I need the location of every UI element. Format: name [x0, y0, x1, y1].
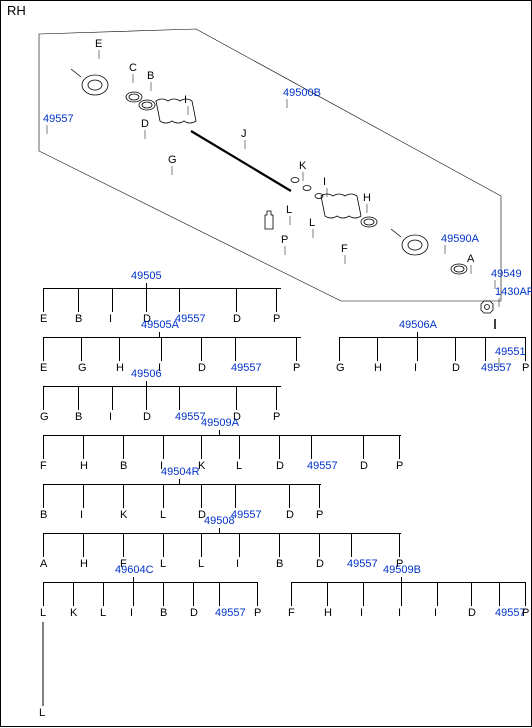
tree-leaf: D — [233, 314, 241, 325]
tree-leaf: P — [273, 412, 280, 423]
tree-leaf: K — [70, 608, 77, 619]
assembly-link[interactable]: 49509B — [383, 565, 421, 576]
assembly-link[interactable]: 49505 — [131, 271, 162, 282]
tree-leaf: F — [288, 608, 295, 619]
tree-leaf: P — [273, 314, 280, 325]
tree-leaf: I — [80, 510, 83, 521]
tree-leaf: B — [120, 461, 127, 472]
part-link[interactable]: 49557 — [231, 510, 262, 521]
tree-leaf: D — [360, 461, 368, 472]
part-letter: L — [309, 218, 315, 229]
part-letter: I — [184, 95, 187, 106]
tree-leaf: I — [414, 363, 417, 374]
tree-leaf: G — [78, 363, 87, 374]
tree-leaf: I — [434, 608, 437, 619]
tree-leaf: B — [75, 314, 82, 325]
tree-leaf: B — [40, 510, 47, 521]
assembly-link[interactable]: 49509A — [201, 418, 239, 429]
assembly-link[interactable]: 49506 — [131, 369, 162, 380]
assembly-link[interactable]: 49506A — [399, 320, 437, 331]
part-link[interactable]: 49557 — [347, 559, 378, 570]
tree-leaf: K — [120, 510, 127, 521]
tree-leaf: B — [75, 412, 82, 423]
tree-leaf: H — [374, 363, 382, 374]
part-letter: C — [129, 63, 137, 74]
tree-leaf: A — [40, 559, 47, 570]
part-letter: G — [168, 155, 177, 166]
tree-leaf: G — [336, 363, 345, 374]
part-link[interactable]: 49549 — [491, 269, 522, 280]
tree-leaf: E — [40, 363, 47, 374]
tree-leaf: D — [286, 510, 294, 521]
tree-leaf: L — [198, 559, 204, 570]
part-letter: B — [147, 71, 154, 82]
tree-leaf: L — [100, 608, 106, 619]
tree-leaf: I — [398, 608, 401, 619]
assembly-link[interactable]: 49504R — [161, 467, 200, 478]
part-letter: K — [299, 161, 306, 172]
assembly-link[interactable]: 49508 — [204, 516, 235, 527]
part-link[interactable]: 49557 — [43, 114, 74, 125]
tree-leaf: H — [80, 559, 88, 570]
tree-leaf: I — [109, 412, 112, 423]
part-letter: J — [241, 129, 247, 140]
part-letter: E — [95, 39, 102, 50]
tree-leaf: D — [190, 608, 198, 619]
part-letter: H — [363, 193, 371, 204]
tree-leaf: D — [143, 412, 151, 423]
part-link[interactable]: 1430AR — [495, 287, 532, 298]
part-link[interactable]: 49557 — [481, 363, 512, 374]
part-link[interactable]: 49551 — [495, 347, 526, 358]
tree-leaf: B — [276, 559, 283, 570]
tree-leaf: P — [522, 608, 529, 619]
part-letter: F — [341, 244, 348, 255]
tree-leaf: H — [324, 608, 332, 619]
part-link[interactable]: 49557 — [175, 314, 206, 325]
tree-leaf: L — [236, 461, 242, 472]
part-letter: L — [286, 205, 292, 216]
tree-leaf: H — [116, 363, 124, 374]
tree-leaf: P — [254, 608, 261, 619]
tree-leaf: P — [522, 363, 529, 374]
tree-leaf: D — [276, 461, 284, 472]
part-letter: P — [281, 235, 288, 246]
diagram-canvas: RH E49557CBDIGJKILLHFP49500B49590AA49549… — [0, 0, 532, 727]
tree-leaf: P — [396, 461, 403, 472]
tree-leaf: L — [39, 708, 45, 719]
assembly-link[interactable]: 49604C — [115, 565, 154, 576]
part-link[interactable]: 49557 — [307, 461, 338, 472]
part-link[interactable]: 49557 — [231, 363, 262, 374]
tree-leaf: D — [468, 608, 476, 619]
tree-leaf: P — [293, 363, 300, 374]
tree-leaf: G — [40, 412, 49, 423]
tree-leaf: E — [40, 314, 47, 325]
part-letter: I — [323, 177, 326, 188]
tree-leaf: L — [160, 510, 166, 521]
tree-leaf: I — [236, 559, 239, 570]
tree-leaf: D — [198, 363, 206, 374]
part-link[interactable]: 49590A — [441, 234, 479, 245]
tree-leaf: L — [40, 608, 46, 619]
tree-leaf: I — [130, 608, 133, 619]
part-link[interactable]: 49557 — [215, 608, 246, 619]
tree-leaf: B — [160, 608, 167, 619]
assembly-link[interactable]: 49505A — [141, 320, 179, 331]
part-letter: D — [141, 119, 149, 130]
tree-leaf: P — [316, 510, 323, 521]
tree-leaf: D — [452, 363, 460, 374]
tree-leaf: H — [80, 461, 88, 472]
part-letter: A — [467, 254, 474, 265]
tree-leaf: F — [40, 461, 47, 472]
tree-leaf: L — [160, 559, 166, 570]
part-link[interactable]: 49557 — [495, 608, 526, 619]
tree-leaf: I — [109, 314, 112, 325]
tree-leaf: D — [316, 559, 324, 570]
tree-leaf: I — [360, 608, 363, 619]
part-link[interactable]: 49500B — [283, 88, 321, 99]
